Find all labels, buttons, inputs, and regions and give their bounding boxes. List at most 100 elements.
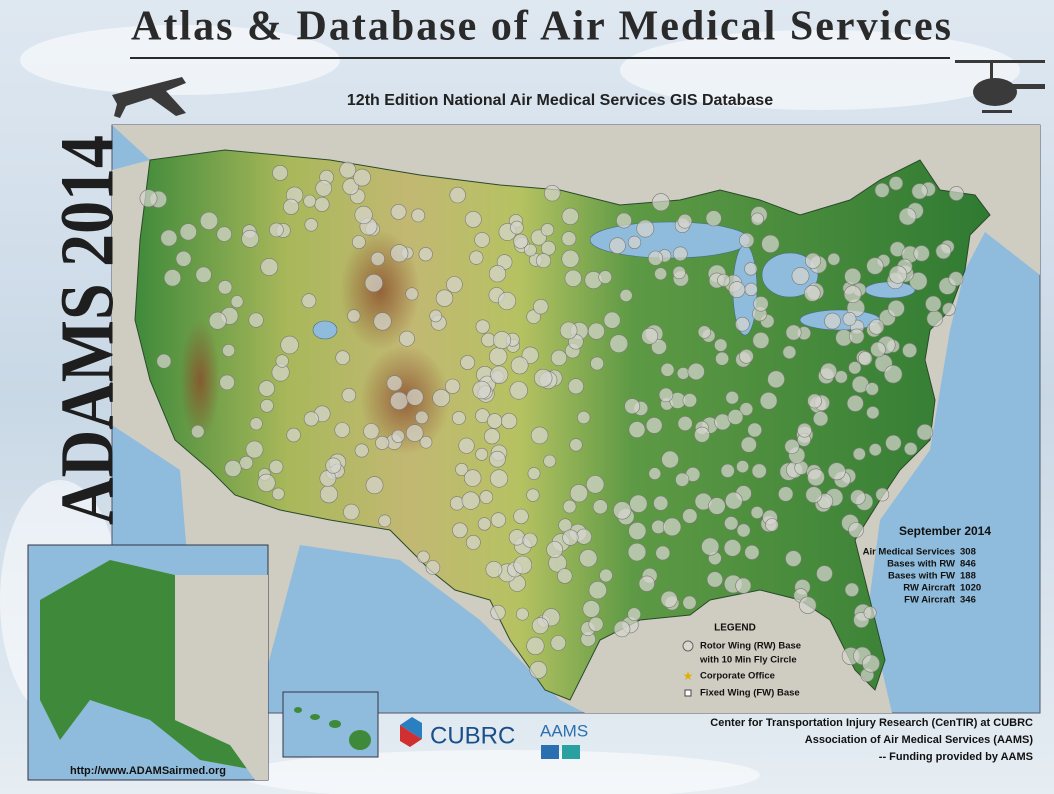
base-circle	[139, 189, 158, 208]
base-circle	[156, 353, 172, 369]
base-circle	[475, 447, 489, 461]
base-circle	[628, 421, 646, 439]
base-circle	[526, 636, 545, 656]
base-circle	[735, 316, 750, 332]
base-circle	[739, 348, 754, 364]
base-circle	[885, 434, 902, 452]
base-circle	[550, 349, 568, 367]
base-circle	[616, 212, 632, 229]
base-circle	[782, 345, 797, 360]
base-circle	[848, 361, 862, 375]
cubrc-mark	[400, 717, 422, 739]
base-circle	[216, 226, 232, 242]
base-circle	[627, 235, 642, 249]
base-circle	[562, 529, 579, 546]
base-circle	[870, 341, 886, 358]
base-circle	[373, 312, 392, 331]
base-circle	[926, 310, 943, 327]
base-circle	[902, 342, 917, 358]
base-circle	[513, 508, 529, 525]
base-circle	[848, 522, 864, 538]
base-circle	[727, 409, 744, 425]
base-circle	[812, 411, 829, 427]
base-circle	[848, 328, 865, 344]
aams-mark	[541, 745, 580, 759]
base-circle	[609, 334, 629, 354]
base-circle	[948, 271, 964, 287]
base-circle	[824, 312, 841, 330]
base-circle	[479, 490, 494, 504]
base-circle	[245, 440, 264, 459]
base-circle	[199, 211, 219, 230]
summary: Air Medical Services 308 Bases with RW 846 B…	[863, 547, 982, 606]
base-circle	[280, 335, 299, 355]
base-circle	[753, 296, 769, 312]
base-circle	[418, 247, 433, 262]
base-circle	[260, 258, 279, 276]
base-circle	[390, 203, 407, 220]
base-circle	[785, 324, 802, 341]
base-circle	[354, 205, 373, 225]
base-circle	[797, 422, 812, 438]
base-circle	[697, 325, 712, 339]
base-circle	[599, 568, 613, 583]
base-circle	[487, 413, 503, 429]
base-circle	[432, 389, 451, 407]
base-circle	[613, 501, 632, 520]
base-circle	[365, 476, 384, 495]
base-circle	[911, 183, 928, 200]
title: Atlas & Database of Air Medical Services	[131, 4, 951, 50]
base-circle	[472, 380, 491, 400]
base-circle	[857, 351, 873, 366]
logo-aams: AAMS	[540, 721, 588, 740]
summary-date: September 2014	[899, 524, 991, 538]
base-circle	[677, 213, 693, 229]
base-circle	[588, 616, 604, 632]
base-circle	[868, 319, 885, 335]
base-circle	[852, 447, 866, 461]
base-circle	[445, 378, 461, 394]
base-circle	[527, 467, 541, 480]
base-circle	[628, 521, 647, 540]
credit-line: -- Funding provided by AAMS	[879, 751, 1033, 763]
base-circle	[842, 311, 857, 326]
base-circle	[241, 229, 260, 248]
base-circle	[526, 488, 540, 502]
base-circle	[449, 186, 466, 204]
base-circle	[846, 394, 864, 412]
base-circle	[446, 276, 463, 293]
base-circle	[579, 549, 598, 568]
base-circle	[705, 210, 722, 227]
base-circle	[827, 462, 846, 481]
base-circle	[489, 450, 506, 468]
base-circle	[488, 265, 507, 283]
base-circle	[163, 269, 182, 287]
base-circle	[735, 577, 752, 594]
base-circle	[844, 267, 862, 285]
base-circle	[682, 508, 698, 524]
base-circle	[334, 422, 351, 438]
base-circle	[592, 499, 608, 515]
legend-label: Corporate Office	[700, 671, 775, 682]
base-circle	[778, 486, 794, 502]
base-circle	[724, 516, 739, 531]
base-circle	[714, 338, 728, 352]
base-circle	[490, 365, 509, 384]
base-circle	[531, 617, 549, 635]
base-circle	[739, 402, 754, 416]
base-circle	[739, 232, 755, 248]
base-circle	[458, 437, 475, 454]
base-circle	[805, 486, 823, 504]
base-circle	[715, 351, 729, 366]
summary-label: FW Aircraft	[904, 595, 956, 606]
base-circle	[533, 368, 553, 388]
base-circle	[624, 398, 641, 415]
base-circle	[865, 382, 879, 396]
base-circle	[160, 229, 178, 247]
legend-rw-symbol	[682, 640, 694, 652]
base-circle	[816, 565, 833, 582]
base-circle	[363, 423, 380, 440]
base-circle	[653, 495, 669, 511]
base-circle	[546, 541, 564, 559]
base-circle	[477, 517, 492, 531]
